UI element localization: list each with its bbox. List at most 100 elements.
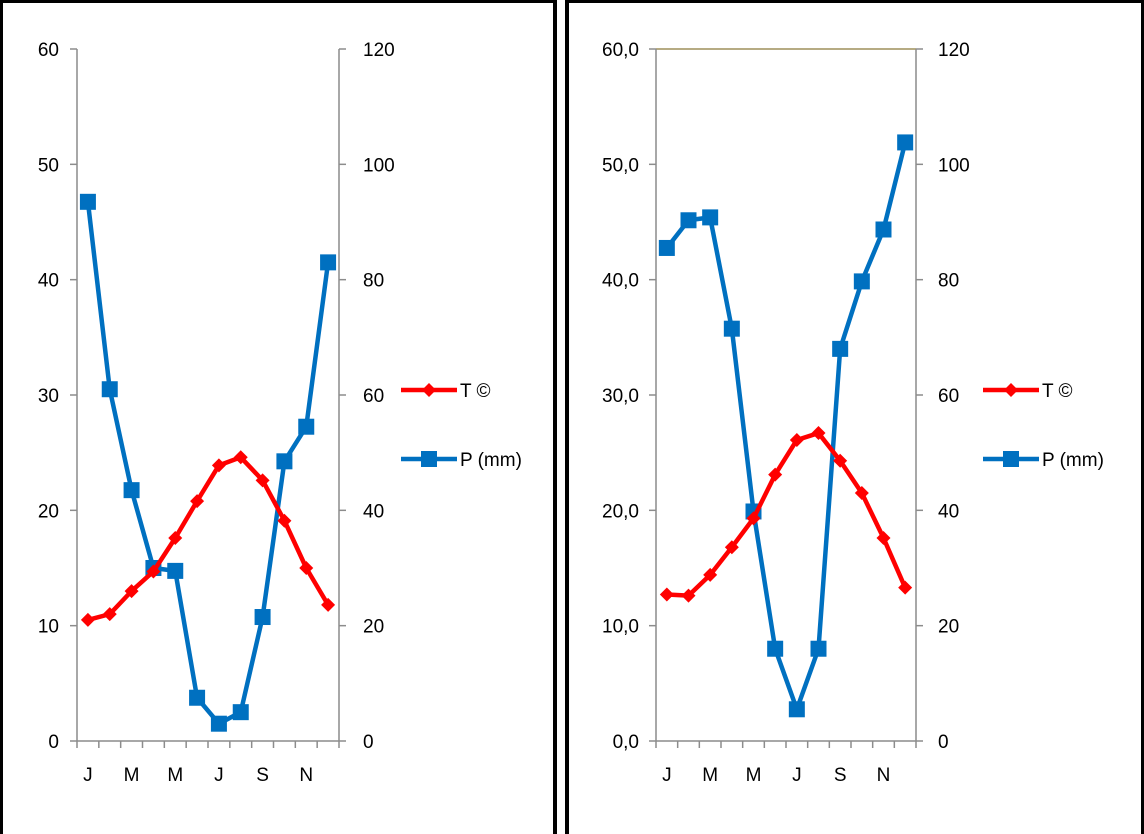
left-axis-tick-label: 30,0 — [602, 386, 639, 407]
data-point-marker — [723, 320, 740, 337]
data-point-marker — [320, 254, 337, 271]
data-point-marker — [788, 701, 805, 718]
left-axis-tick-label: 0 — [48, 732, 59, 753]
data-point-marker — [298, 418, 315, 435]
series-line — [87, 455, 331, 623]
data-point-marker — [102, 607, 117, 622]
x-axis-tick-label: M — [167, 765, 183, 786]
data-point-marker — [875, 221, 892, 238]
x-axis-tick-label: J — [662, 765, 672, 786]
x-axis-tick-label: J — [214, 765, 224, 786]
chart-svg-left: 0 10 20 30 40 50 60 0 20 40 60 80 100 120 J M M J S N T © P (… — [38, 40, 522, 786]
data-point-marker — [832, 340, 849, 357]
left-axis-tick-label: 30 — [38, 386, 59, 407]
x-axis-tick-label: J — [83, 765, 93, 786]
chart-svg-right: 0,0 10,0 20,0 30,0 40,0 50,0 60,0 0 20 40 60 80 100 1… — [602, 40, 1104, 786]
left-axis-tick-label: 60 — [38, 40, 59, 61]
legend-swatch-marker — [1004, 383, 1018, 397]
left-axis-tick-label: 50 — [38, 155, 59, 176]
right-axis-tick-label: 100 — [938, 155, 970, 176]
x-axis-tick-label: M — [746, 765, 762, 786]
legend-label: P (mm) — [460, 450, 522, 471]
data-point-marker — [658, 239, 675, 256]
left-axis-tick-label: 10 — [38, 617, 59, 638]
left-axis-tick-label: 20 — [38, 501, 59, 522]
legend-entry: T © — [983, 381, 1073, 402]
data-point-marker — [299, 561, 314, 575]
right-axis-tick-label: 60 — [363, 386, 384, 407]
data-point-marker — [724, 540, 739, 555]
right-axis-tick-label: 40 — [363, 501, 384, 522]
data-point-marker — [232, 704, 249, 721]
x-axis-tick-label: S — [256, 765, 269, 786]
x-axis-tick-label: J — [792, 765, 802, 786]
data-point-marker — [789, 432, 804, 447]
x-axis-tick-label: N — [877, 765, 891, 786]
right-axis-tick-label: 20 — [363, 617, 384, 638]
data-point-marker — [659, 587, 674, 602]
data-point-marker — [189, 689, 206, 706]
right-axis-tick-label: 0 — [938, 732, 949, 753]
legend-label: P (mm) — [1042, 450, 1104, 471]
chart-panel-left: 0 10 20 30 40 50 60 0 20 40 60 80 100 120 J M M J S N T © P (… — [0, 0, 557, 834]
x-axis-tick-label: M — [702, 765, 718, 786]
legend-entry: P (mm) — [401, 450, 522, 471]
data-point-marker — [703, 567, 718, 582]
right-axis-tick-label: 60 — [938, 386, 959, 407]
right-axis-tick-label: 80 — [938, 271, 959, 292]
series-line — [666, 430, 908, 598]
data-point-marker — [898, 580, 913, 595]
series-line — [665, 141, 908, 712]
data-point-marker — [167, 562, 184, 579]
legend-entry: P (mm) — [983, 450, 1104, 471]
legend-entry: T © — [401, 381, 491, 402]
data-point-marker — [101, 381, 118, 398]
data-point-marker — [811, 426, 826, 441]
left-axis-tick-label: 60,0 — [602, 40, 639, 61]
left-axis-tick-label: 20,0 — [602, 501, 639, 522]
x-axis-tick-label: S — [834, 765, 847, 786]
data-point-marker — [254, 609, 271, 626]
data-point-marker — [810, 640, 827, 657]
data-point-marker — [681, 588, 696, 603]
left-axis-tick-label: 10,0 — [602, 617, 639, 638]
right-axis-tick-label: 120 — [938, 40, 970, 61]
legend-swatch-marker — [421, 451, 437, 467]
legend-swatch-marker — [1003, 451, 1019, 467]
x-axis-tick-label: N — [299, 765, 313, 786]
x-axis-tick-label: M — [124, 765, 140, 786]
left-axis-tick-label: 40,0 — [602, 271, 639, 292]
series-precipitation — [79, 193, 337, 732]
data-point-marker — [746, 511, 761, 526]
data-point-marker — [767, 640, 784, 657]
data-point-marker — [276, 453, 293, 470]
data-point-marker — [233, 450, 248, 465]
data-point-marker — [876, 531, 891, 546]
data-point-marker — [321, 597, 336, 612]
data-point-marker — [146, 564, 161, 579]
left-axis-tick-label: 40 — [38, 271, 59, 292]
data-point-marker — [210, 715, 227, 732]
right-axis-tick-label: 40 — [938, 501, 959, 522]
legend-label: T © — [1042, 381, 1073, 402]
data-point-marker — [255, 473, 270, 488]
data-point-marker — [80, 612, 95, 627]
data-point-marker — [168, 531, 183, 546]
series-temperature — [80, 450, 336, 627]
right-axis-tick-label: 120 — [363, 40, 395, 61]
data-point-marker — [190, 494, 205, 509]
data-point-marker — [702, 209, 719, 226]
chart-panel-right: 0,0 10,0 20,0 30,0 40,0 50,0 60,0 0 20 40 60 80 100 1… — [565, 0, 1144, 834]
legend-label: T © — [460, 381, 491, 402]
series-temperature — [659, 426, 913, 603]
data-point-marker — [897, 134, 914, 151]
data-point-marker — [768, 467, 783, 482]
data-point-marker — [833, 453, 848, 468]
data-point-marker — [277, 513, 292, 528]
right-axis-tick-label: 100 — [363, 155, 395, 176]
data-point-marker — [211, 458, 226, 473]
data-point-marker — [79, 193, 96, 210]
left-axis-tick-label: 0,0 — [613, 732, 639, 753]
data-point-marker — [123, 482, 140, 499]
data-point-marker — [853, 273, 870, 290]
